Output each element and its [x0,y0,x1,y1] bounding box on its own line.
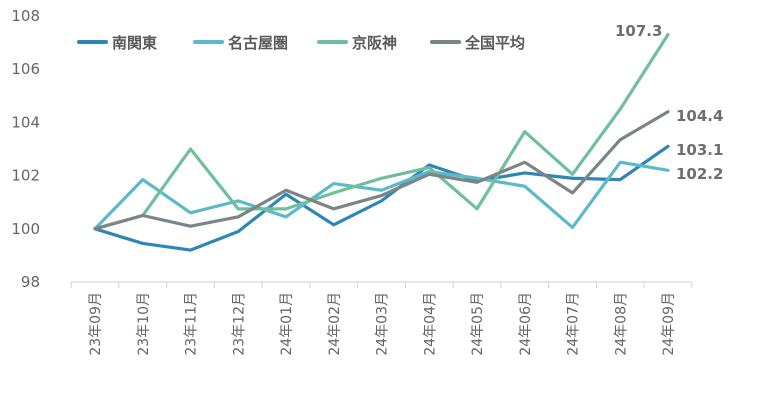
y-axis-ticks: 98 100 102 104 106 108 [11,7,40,291]
end-value-label: 103.1 [676,141,723,159]
legend-label: 名古屋圏 [228,34,288,52]
x-tick-label: 24年01月 [279,292,295,356]
series-line-0 [93,144,670,252]
y-tick-label: 106 [11,60,40,78]
y-tick-label: 108 [11,7,40,25]
x-tick-label: 24年04月 [422,292,438,356]
x-tick-label: 23年09月 [88,292,104,356]
series-line-3 [93,110,670,231]
x-tick-label: 24年09月 [661,292,677,356]
end-value-label: 102.2 [676,165,723,183]
y-tick-label: 100 [11,220,40,238]
series-lines [93,33,670,252]
series-line-2 [93,33,670,231]
end-value-label: 104.4 [676,107,723,125]
x-tick-label: 24年08月 [613,292,629,356]
x-tick-label: 24年06月 [518,292,534,356]
legend-label: 全国平均 [464,34,525,52]
y-tick-label: 102 [11,167,40,185]
x-tick-label: 24年07月 [566,292,582,356]
x-tick-label: 24年03月 [375,292,391,356]
x-axis: 23年09月 23年10月 23年11月 23年12月 24年01月 24年02月 24年0… [70,281,693,356]
x-tick-label: 24年02月 [327,292,343,356]
x-tick-label: 24年05月 [470,292,486,356]
x-tick-label: 23年12月 [231,292,247,356]
end-value-labels: 107.3 104.4 103.1 102.2 [615,22,723,183]
legend: 南関東 名古屋圏 京阪神 全国平均 [77,34,525,52]
x-tick-label: 23年10月 [136,292,152,356]
end-value-label: 107.3 [615,22,662,40]
x-tick-label: 23年11月 [184,292,200,356]
y-tick-label: 98 [21,273,40,291]
y-tick-label: 104 [11,113,40,131]
legend-label: 京阪神 [352,34,397,52]
series-line-1 [93,160,670,231]
legend-label: 南関東 [112,34,157,52]
